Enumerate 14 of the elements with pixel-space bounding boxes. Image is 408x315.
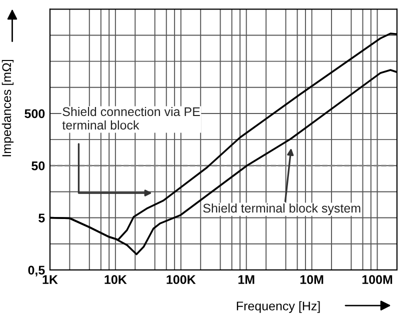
y-axis-title: Impedances [mΩ]: [2, 60, 14, 156]
x-tick-label: 1M: [238, 275, 254, 284]
x-tick-label: 10M: [300, 275, 324, 284]
x-tick-label: 1K: [42, 275, 58, 284]
y-tick-label: 5: [38, 214, 45, 222]
x-tick-label: 100K: [166, 275, 196, 284]
y-tick-label: 500: [24, 109, 45, 118]
y-tick-label: 50: [32, 161, 45, 170]
x-tick-label: 100M: [362, 275, 392, 284]
annotation: Shield connection via PE terminal block: [62, 106, 200, 130]
annotation: Shield terminal block system: [203, 203, 360, 216]
x-axis-title: Frequency [Hz]: [236, 301, 320, 313]
x-tick-label: 10K: [104, 275, 127, 284]
y-tick-label: 0,5: [28, 266, 45, 276]
